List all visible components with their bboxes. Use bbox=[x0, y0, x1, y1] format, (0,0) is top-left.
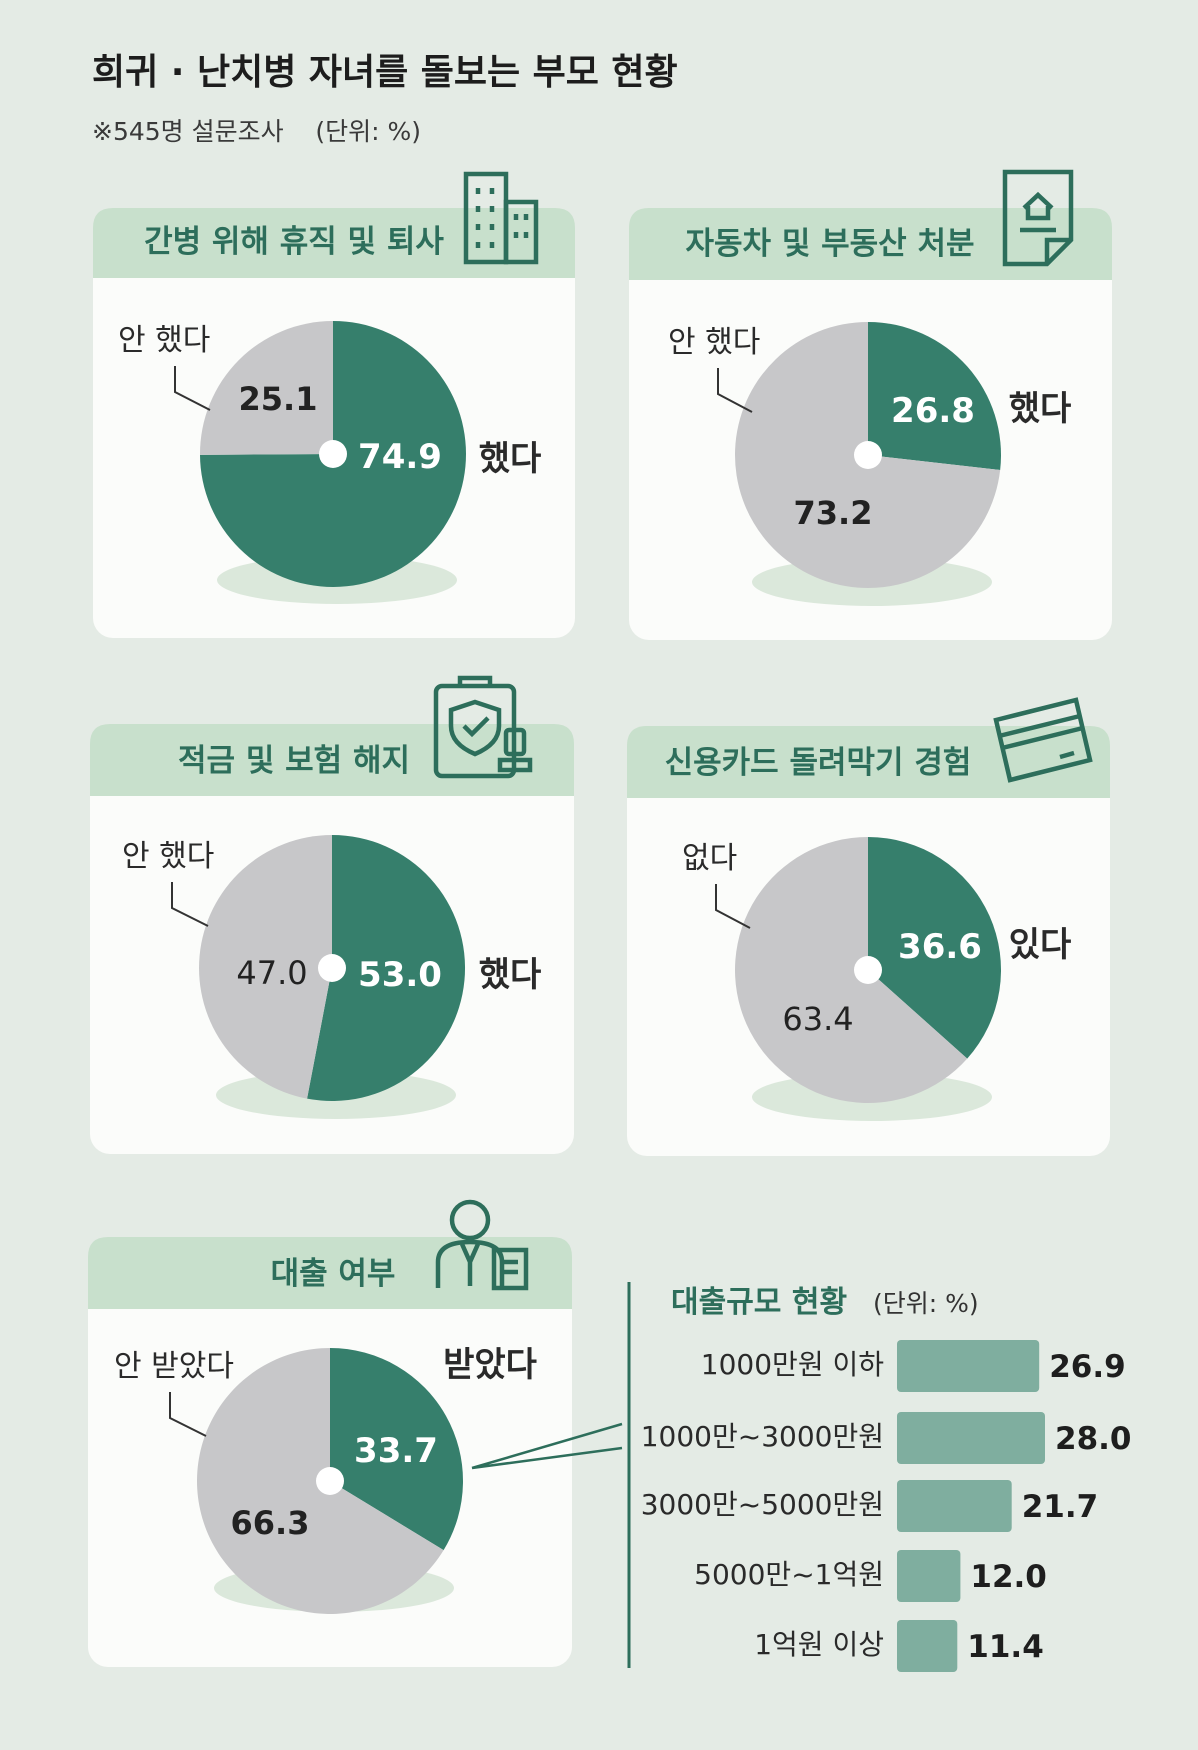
slice-value-did: 26.8 bbox=[891, 391, 975, 431]
loan-size-bar-chart: 대출규모 현황 (단위: %) 1000만원 이하 1000만~3000만원 3… bbox=[627, 1282, 1132, 1672]
slice-value-no: 63.4 bbox=[782, 1000, 853, 1038]
slice-value-not-received: 66.3 bbox=[231, 1504, 310, 1542]
slice-label-no: 없다 bbox=[682, 841, 737, 876]
slice-label-received: 받았다 bbox=[443, 1345, 537, 1385]
leader-line bbox=[717, 368, 753, 413]
bar-value-label: 28.0 bbox=[1055, 1421, 1132, 1457]
pie-slice-yes bbox=[868, 837, 1002, 1059]
pie-slice-did bbox=[307, 835, 466, 1101]
callout-connector bbox=[471, 1422, 623, 1470]
slice-value-did: 74.9 bbox=[358, 437, 442, 477]
panel-header-band bbox=[629, 208, 1112, 280]
pie-center-dot bbox=[854, 956, 882, 984]
pie-slice-did bbox=[200, 321, 466, 587]
pie-chart-asset-sale: 26.8 73.2 했다 안 했다 bbox=[668, 322, 1071, 606]
bar-category-label: 1000만원 이하 bbox=[701, 1348, 884, 1381]
panel-header-band bbox=[88, 1237, 572, 1309]
slice-label-did-not: 안 했다 bbox=[122, 839, 214, 874]
panel-header-band bbox=[93, 208, 575, 278]
pie-slice-did bbox=[868, 322, 1001, 471]
panel-title: 신용카드 돌려막기 경험 bbox=[665, 745, 972, 781]
pie-center-dot bbox=[854, 441, 882, 469]
loan-officer-icon bbox=[435, 1199, 529, 1291]
slice-label-did: 했다 bbox=[479, 955, 542, 995]
slice-value-did-not: 73.2 bbox=[794, 494, 873, 532]
pie-slice-no bbox=[735, 837, 968, 1103]
pie-chart-savings-cancel: 53.0 47.0 했다 안 했다 bbox=[122, 835, 541, 1119]
pie-slice-received bbox=[330, 1348, 464, 1551]
panel-header-band bbox=[627, 726, 1110, 798]
bar-3000-5000 bbox=[897, 1480, 1012, 1532]
credit-card-icon bbox=[993, 697, 1093, 783]
bar-category-label: 5000만~1억원 bbox=[694, 1558, 884, 1591]
panel-title: 자동차 및 부동산 처분 bbox=[685, 226, 974, 262]
bar-chart-unit-note: (단위: %) bbox=[873, 1289, 979, 1318]
bar-1000-or-less bbox=[897, 1340, 1040, 1392]
pie-chart-loan: 33.7 66.3 받았다 안 받았다 bbox=[114, 1345, 537, 1615]
panel-card-kiting: 신용카드 돌려막기 경험 bbox=[627, 726, 1110, 1156]
property-document-icon bbox=[1002, 169, 1074, 267]
pie-center-dot bbox=[319, 440, 347, 468]
slice-label-did: 했다 bbox=[1009, 389, 1072, 429]
office-building-icon bbox=[463, 171, 539, 265]
bar-category-label: 1000만~3000만원 bbox=[641, 1420, 884, 1453]
panel-title: 적금 및 보험 해지 bbox=[178, 743, 410, 779]
slice-label-did-not: 안 했다 bbox=[668, 325, 760, 360]
bar-category-label: 3000만~5000만원 bbox=[641, 1488, 884, 1521]
bar-chart-title: 대출규모 현황 bbox=[671, 1285, 847, 1320]
leader-line bbox=[171, 882, 209, 927]
bar-5000-1eok bbox=[897, 1550, 961, 1602]
slice-value-received: 33.7 bbox=[354, 1431, 438, 1471]
bar-value-label: 11.4 bbox=[967, 1629, 1044, 1665]
panel-title: 대출 여부 bbox=[271, 1256, 396, 1292]
bar-1000-3000 bbox=[897, 1412, 1045, 1464]
slice-value-did-not: 25.1 bbox=[239, 380, 318, 418]
leader-line bbox=[169, 1392, 207, 1437]
leader-line bbox=[174, 366, 211, 411]
pie-slice-did-not bbox=[199, 835, 332, 1099]
pie-center-dot bbox=[318, 954, 346, 982]
pie-chart-card-kiting: 36.6 63.4 있다 없다 bbox=[682, 837, 1071, 1121]
pie-chart-leave-work: 74.9 25.1 했다 안 했다 bbox=[118, 321, 541, 604]
slice-label-not-received: 안 받았다 bbox=[114, 1349, 234, 1384]
pie-slice-did-not bbox=[199, 321, 333, 455]
leader-line bbox=[715, 884, 751, 929]
slice-label-yes: 있다 bbox=[1009, 925, 1072, 965]
bar-1eok-or-more bbox=[897, 1620, 958, 1672]
bar-value-label: 21.7 bbox=[1022, 1489, 1098, 1525]
slice-value-did: 53.0 bbox=[358, 955, 442, 995]
panel-title: 간병 위해 휴직 및 퇴사 bbox=[144, 224, 444, 260]
page-subtitle: ※545명 설문조사 (단위: %) bbox=[92, 117, 421, 146]
slice-value-did-not: 47.0 bbox=[236, 954, 307, 992]
slice-value-yes: 36.6 bbox=[898, 927, 982, 967]
page-title: 희귀 · 난치병 자녀를 돌보는 부모 현황 bbox=[92, 52, 678, 93]
insurance-shield-icon bbox=[433, 675, 533, 779]
slice-label-did-not: 안 했다 bbox=[118, 323, 210, 358]
slice-label-did: 했다 bbox=[479, 439, 542, 479]
bar-value-label: 12.0 bbox=[970, 1559, 1047, 1595]
pie-center-dot bbox=[316, 1467, 344, 1495]
bar-category-label: 1억원 이상 bbox=[754, 1628, 884, 1661]
bar-value-label: 26.9 bbox=[1049, 1349, 1126, 1385]
